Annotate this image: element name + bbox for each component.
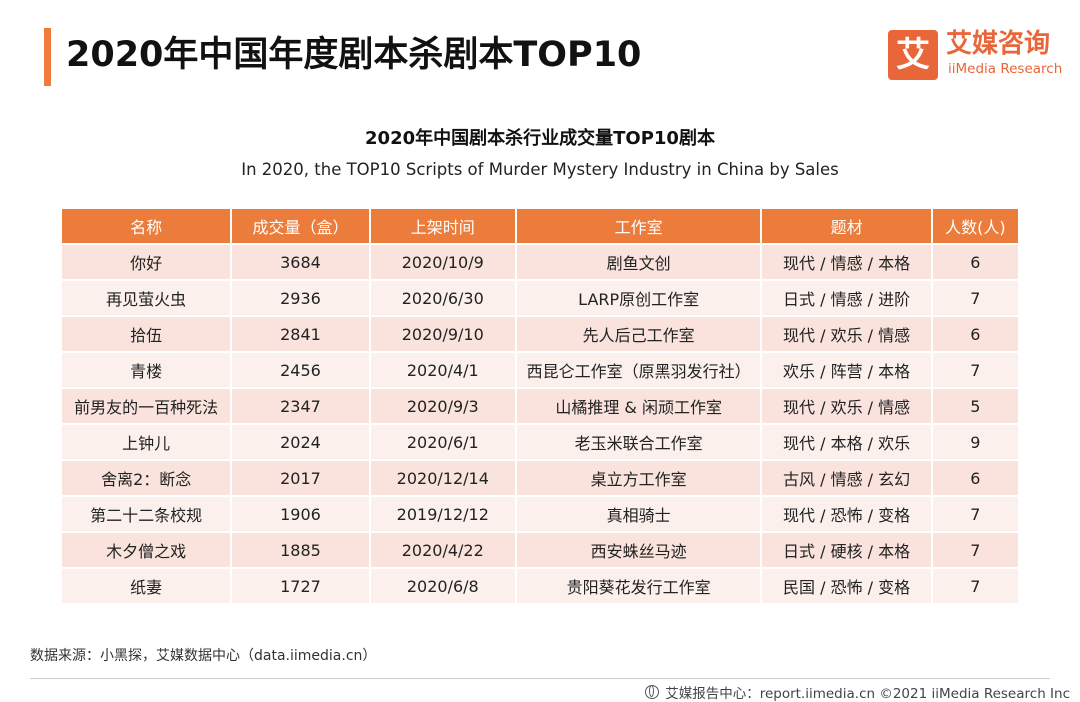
column-header-studio: 工作室 bbox=[516, 209, 761, 243]
cell-release-date: 2020/6/30 bbox=[370, 281, 515, 315]
cell-name: 前男友的一百种死法 bbox=[62, 389, 231, 423]
cell-players: 7 bbox=[932, 497, 1018, 531]
cell-sales: 2024 bbox=[232, 425, 369, 459]
footer: 艾媒报告中心：report.iimedia.cn ©2021 iiMedia R… bbox=[645, 682, 1070, 702]
cell-sales: 3684 bbox=[232, 245, 369, 279]
cell-players: 7 bbox=[932, 281, 1018, 315]
cell-name: 你好 bbox=[62, 245, 231, 279]
cell-sales: 2841 bbox=[232, 317, 369, 351]
cell-studio: 老玉米联合工作室 bbox=[516, 425, 761, 459]
cell-release-date: 2020/4/1 bbox=[370, 353, 515, 387]
table-row: 再见萤火虫 2936 2020/6/30 LARP原创工作室 日式 / 情感 / 进阶 7 bbox=[62, 281, 1018, 315]
table-header-row: 名称 成交量（盒） 上架时间 工作室 题材 人数(人) bbox=[62, 209, 1018, 243]
cell-players: 9 bbox=[932, 425, 1018, 459]
cell-sales: 2017 bbox=[232, 461, 369, 495]
cell-name: 拾伍 bbox=[62, 317, 231, 351]
page-title: 2020年中国年度剧本杀剧本TOP10 bbox=[66, 35, 642, 75]
cell-release-date: 2020/6/8 bbox=[370, 569, 515, 603]
cell-studio: 贵阳葵花发行工作室 bbox=[516, 569, 761, 603]
cell-studio: LARP原创工作室 bbox=[516, 281, 761, 315]
cell-name: 第二十二条校规 bbox=[62, 497, 231, 531]
cell-name: 纸妻 bbox=[62, 569, 231, 603]
cell-studio: 西昆仑工作室（原黑羽发行社） bbox=[516, 353, 761, 387]
cell-studio: 剧鱼文创 bbox=[516, 245, 761, 279]
cell-sales: 1727 bbox=[232, 569, 369, 603]
table-row: 拾伍 2841 2020/9/10 先人后己工作室 现代 / 欢乐 / 情感 6 bbox=[62, 317, 1018, 351]
cell-genre: 现代 / 恐怖 / 变格 bbox=[762, 497, 931, 531]
logo-english-text: iiMedia Research bbox=[948, 61, 1063, 77]
cell-players: 7 bbox=[932, 569, 1018, 603]
column-header-sales: 成交量（盒） bbox=[232, 209, 369, 243]
cell-studio: 山橘推理 & 闲顽工作室 bbox=[516, 389, 761, 423]
column-header-genre: 题材 bbox=[762, 209, 931, 243]
cell-studio: 桌立方工作室 bbox=[516, 461, 761, 495]
cell-release-date: 2020/9/10 bbox=[370, 317, 515, 351]
cell-name: 青楼 bbox=[62, 353, 231, 387]
cell-players: 6 bbox=[932, 245, 1018, 279]
cell-name: 舍离2：断念 bbox=[62, 461, 231, 495]
cell-genre: 日式 / 情感 / 进阶 bbox=[762, 281, 931, 315]
table-row: 舍离2：断念 2017 2020/12/14 桌立方工作室 古风 / 情感 / 玄幻 6 bbox=[62, 461, 1018, 495]
cell-name: 再见萤火虫 bbox=[62, 281, 231, 315]
footer-text: 艾媒报告中心：report.iimedia.cn ©2021 iiMedia R… bbox=[665, 686, 1070, 702]
cell-sales: 2456 bbox=[232, 353, 369, 387]
cell-genre: 日式 / 硬核 / 本格 bbox=[762, 533, 931, 567]
cell-genre: 古风 / 情感 / 玄幻 bbox=[762, 461, 931, 495]
cell-genre: 欢乐 / 阵营 / 本格 bbox=[762, 353, 931, 387]
globe-icon bbox=[645, 685, 660, 699]
footer-divider bbox=[30, 678, 1050, 679]
column-header-release-date: 上架时间 bbox=[370, 209, 515, 243]
cell-genre: 现代 / 欢乐 / 情感 bbox=[762, 317, 931, 351]
cell-release-date: 2020/9/3 bbox=[370, 389, 515, 423]
cell-release-date: 2019/12/12 bbox=[370, 497, 515, 531]
column-header-name: 名称 bbox=[62, 209, 231, 243]
cell-players: 7 bbox=[932, 353, 1018, 387]
cell-sales: 2347 bbox=[232, 389, 369, 423]
logo-mark-icon: 艾 bbox=[888, 30, 938, 80]
cell-players: 7 bbox=[932, 533, 1018, 567]
cell-name: 上钟儿 bbox=[62, 425, 231, 459]
cell-release-date: 2020/4/22 bbox=[370, 533, 515, 567]
top10-scripts-table: 名称 成交量（盒） 上架时间 工作室 题材 人数(人) 你好 3684 2020/1… bbox=[60, 207, 1020, 605]
cell-players: 6 bbox=[932, 461, 1018, 495]
cell-studio: 西安蛛丝马迹 bbox=[516, 533, 761, 567]
cell-players: 5 bbox=[932, 389, 1018, 423]
cell-studio: 真相骑士 bbox=[516, 497, 761, 531]
table-row: 第二十二条校规 1906 2019/12/12 真相骑士 现代 / 恐怖 / 变格 7 bbox=[62, 497, 1018, 531]
table-row: 上钟儿 2024 2020/6/1 老玉米联合工作室 现代 / 本格 / 欢乐 9 bbox=[62, 425, 1018, 459]
table-row: 木夕僧之戏 1885 2020/4/22 西安蛛丝马迹 日式 / 硬核 / 本格 7 bbox=[62, 533, 1018, 567]
cell-genre: 现代 / 本格 / 欢乐 bbox=[762, 425, 931, 459]
table-title-en: In 2020, the TOP10 Scripts of Murder Mys… bbox=[241, 160, 839, 179]
cell-genre: 民国 / 恐怖 / 变格 bbox=[762, 569, 931, 603]
cell-genre: 现代 / 欢乐 / 情感 bbox=[762, 389, 931, 423]
iimedia-logo: 艾 艾媒咨询 iiMedia Research bbox=[888, 29, 1068, 82]
table-row: 你好 3684 2020/10/9 剧鱼文创 现代 / 情感 / 本格 6 bbox=[62, 245, 1018, 279]
column-header-players: 人数(人) bbox=[932, 209, 1018, 243]
cell-studio: 先人后己工作室 bbox=[516, 317, 761, 351]
cell-sales: 2936 bbox=[232, 281, 369, 315]
table-title-cn: 2020年中国剧本杀行业成交量TOP10剧本 bbox=[365, 128, 715, 149]
cell-release-date: 2020/12/14 bbox=[370, 461, 515, 495]
title-accent-bar bbox=[44, 28, 51, 86]
cell-release-date: 2020/10/9 bbox=[370, 245, 515, 279]
table-row: 前男友的一百种死法 2347 2020/9/3 山橘推理 & 闲顽工作室 现代 / 欢乐… bbox=[62, 389, 1018, 423]
data-source-note: 数据来源：小黑探，艾媒数据中心（data.iimedia.cn） bbox=[30, 648, 377, 664]
logo-chinese-text: 艾媒咨询 bbox=[946, 29, 1051, 59]
cell-sales: 1885 bbox=[232, 533, 369, 567]
cell-release-date: 2020/6/1 bbox=[370, 425, 515, 459]
table-row: 纸妻 1727 2020/6/8 贵阳葵花发行工作室 民国 / 恐怖 / 变格 7 bbox=[62, 569, 1018, 603]
cell-sales: 1906 bbox=[232, 497, 369, 531]
cell-players: 6 bbox=[932, 317, 1018, 351]
table-row: 青楼 2456 2020/4/1 西昆仑工作室（原黑羽发行社） 欢乐 / 阵营 / 本格… bbox=[62, 353, 1018, 387]
cell-genre: 现代 / 情感 / 本格 bbox=[762, 245, 931, 279]
cell-name: 木夕僧之戏 bbox=[62, 533, 231, 567]
